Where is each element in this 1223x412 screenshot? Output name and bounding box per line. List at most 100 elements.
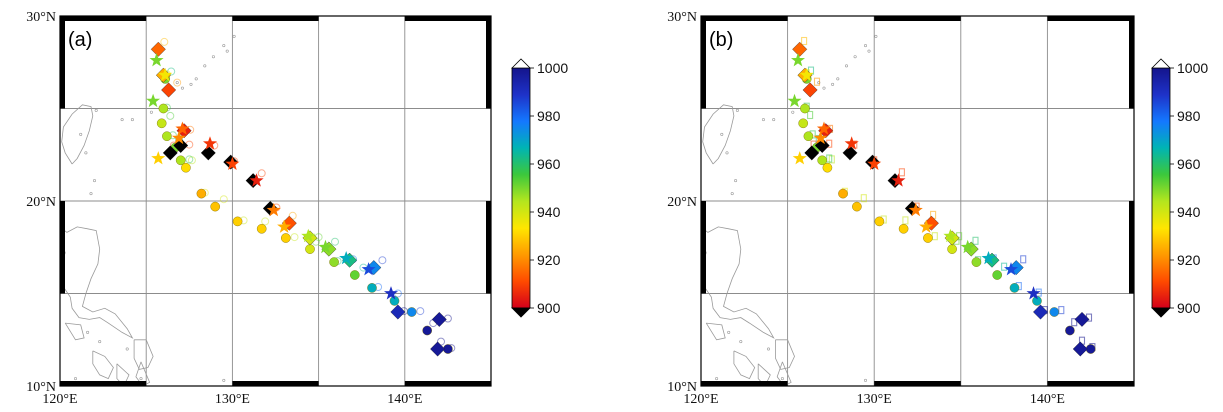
lon-tick-label: 130°E (857, 392, 892, 407)
colorbar-min-triangle (511, 307, 531, 318)
colorbar: 900 920 940 960 980 1000 (1151, 58, 1208, 318)
islet (175, 81, 179, 85)
star-marker (203, 136, 217, 150)
colorbar-tick-label: 900 (1177, 300, 1201, 316)
circle-marker (822, 162, 833, 173)
star-marker (891, 173, 906, 187)
panel-label: (a) (68, 29, 92, 51)
star-marker (158, 67, 173, 82)
circle-marker (156, 118, 167, 129)
trail-marker (331, 237, 339, 246)
islet (836, 77, 840, 81)
trail-marker (801, 36, 808, 46)
coastline-segment (50, 364, 59, 377)
circle-marker (329, 257, 339, 267)
islet (189, 82, 193, 86)
lat-tick-label: 10°N (26, 380, 56, 395)
coastline-segment (776, 361, 792, 386)
trail-marker (416, 307, 425, 316)
star-marker (318, 239, 333, 254)
islet (89, 192, 93, 196)
star-marker (225, 156, 240, 170)
lon-tick-label: 120°E (42, 392, 77, 407)
circle-marker (971, 257, 982, 267)
star-marker (1004, 262, 1019, 276)
star-marker (175, 121, 190, 135)
star-marker (799, 67, 814, 82)
circle-marker (280, 233, 291, 243)
trail-marker (1001, 262, 1008, 271)
star-marker (266, 202, 281, 217)
trail-marker (219, 195, 228, 204)
star-marker (361, 262, 376, 276)
colorbar-ramp (1151, 67, 1171, 309)
star-marker (816, 121, 831, 135)
islet (120, 118, 124, 122)
coastline-segment (691, 364, 700, 377)
islet (222, 378, 226, 382)
coastline-segment (64, 322, 85, 341)
trail-marker (1020, 255, 1027, 264)
islet (867, 49, 871, 53)
lat-tick-label: 30°N (26, 10, 56, 25)
circle-marker (800, 103, 810, 114)
islet (772, 118, 776, 122)
star-marker (151, 151, 166, 165)
diamond-marker (431, 311, 447, 327)
islet (74, 377, 78, 381)
islet (730, 192, 734, 196)
diamond-marker (1072, 341, 1088, 357)
trail-marker (807, 110, 814, 120)
colorbar-min-triangle (1151, 307, 1171, 318)
diamond-marker (200, 145, 216, 161)
circle-marker (210, 201, 220, 212)
circle-marker (181, 162, 191, 173)
islet (149, 110, 153, 114)
islet (79, 132, 83, 136)
islet (831, 82, 835, 86)
circle-marker (389, 296, 400, 306)
circle-marker (947, 244, 957, 254)
star-marker (787, 93, 802, 108)
circle-marker (1032, 296, 1042, 306)
colorbar-tick-label: 940 (1177, 204, 1201, 220)
islet (727, 330, 731, 334)
circle-marker (817, 155, 828, 166)
islet (822, 86, 826, 90)
trail-marker (898, 168, 905, 177)
islet (203, 64, 207, 68)
coastline-segment (775, 339, 795, 370)
graticule (60, 16, 491, 386)
islet (232, 34, 236, 38)
circle-marker (923, 233, 933, 243)
star-marker (908, 202, 923, 217)
colorbar-tick-label: 940 (537, 204, 561, 220)
coastline-segment (705, 322, 726, 341)
diamond-marker (161, 82, 177, 98)
circle-marker (874, 216, 885, 227)
colorbar-max-triangle (1151, 58, 1171, 69)
islet (853, 55, 857, 59)
track-markers (146, 41, 453, 357)
islet (766, 347, 770, 351)
trail-marker (173, 78, 182, 87)
trail-marker (167, 67, 176, 76)
trail-marker (185, 155, 194, 164)
islet (725, 151, 729, 155)
colorbar-tick-label: 980 (1177, 108, 1201, 124)
trail-marker (257, 169, 266, 178)
trail-marker (290, 233, 299, 242)
circle-marker (1049, 307, 1060, 317)
circle-marker (175, 155, 186, 166)
star-marker (981, 251, 996, 265)
map-frame (700, 15, 1135, 387)
diamond-marker (802, 82, 818, 98)
islet (98, 340, 102, 344)
star-marker (792, 151, 807, 165)
coastline-segment (61, 104, 94, 165)
islet (84, 151, 88, 155)
trail-marker (187, 156, 196, 165)
diamond-marker (430, 341, 446, 357)
colorbar-ramp (511, 67, 531, 309)
